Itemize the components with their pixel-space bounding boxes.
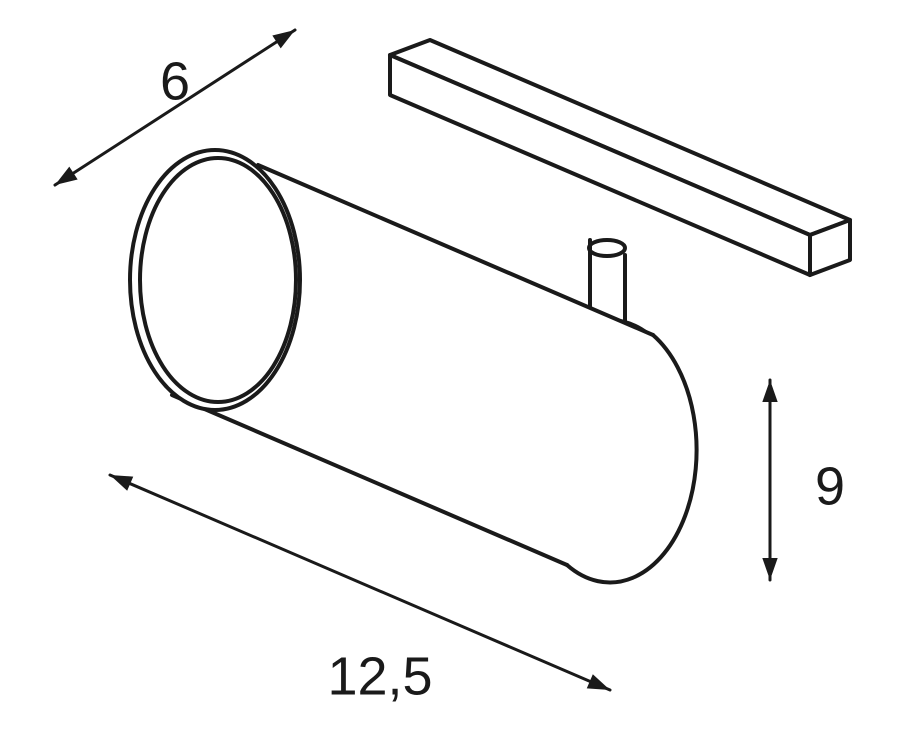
dim-label-length: 12,5 (327, 646, 432, 706)
dim-line-height (762, 380, 777, 580)
bar-top-face (390, 40, 850, 235)
cylinder-front-ellipse (130, 150, 300, 410)
stem-cap (589, 240, 625, 256)
dim-label-depth: 6 (160, 51, 190, 111)
dim-label-height: 9 (815, 456, 845, 516)
